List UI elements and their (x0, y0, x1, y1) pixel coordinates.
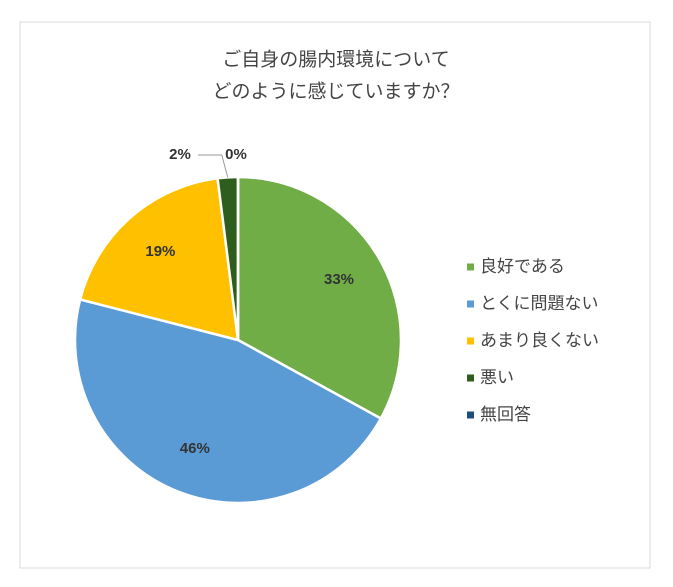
legend-marker (467, 337, 474, 345)
leader-line (198, 154, 229, 178)
legend-marker (467, 374, 474, 382)
chart-title: どのように感じていますか？ (212, 81, 459, 103)
legend-marker (467, 300, 474, 308)
legend-label: あまり良くない (480, 331, 599, 351)
legend-label: とくに問題ない (480, 294, 599, 314)
chart-title: ご自身の腸内環境について (222, 49, 449, 71)
data-label: 19% (145, 243, 175, 260)
legend-label: 無回答 (480, 405, 531, 425)
legend-label: 悪い (480, 368, 514, 388)
data-label: 0% (225, 146, 247, 163)
legend-label: 良好である (480, 257, 565, 277)
pie-slice (236, 175, 403, 421)
legend-marker (467, 263, 474, 271)
data-label: 46% (180, 440, 210, 457)
pie-slice (73, 297, 383, 505)
legend-marker (467, 411, 474, 419)
data-label: 2% (169, 146, 191, 163)
data-label: 33% (324, 271, 354, 288)
pie-slice (78, 176, 240, 342)
